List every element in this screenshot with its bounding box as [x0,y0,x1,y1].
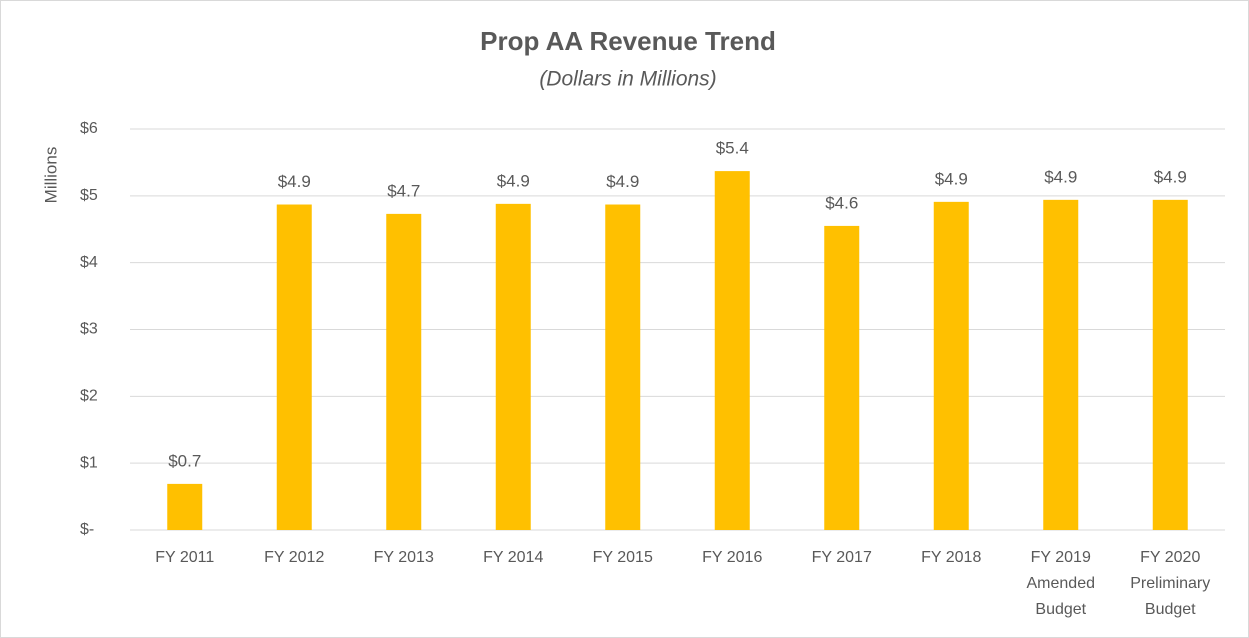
x-tick-label-line: FY 2019 [1031,549,1091,566]
x-tick-label-line: Budget [1035,601,1086,618]
bar [605,204,641,530]
chart-title: Prop AA Revenue Trend [480,26,776,56]
y-tick-label: $5 [80,187,98,204]
bar [495,203,531,530]
x-tick-label-line: FY 2011 [155,549,214,566]
bar [167,483,203,530]
data-label: $4.9 [1154,167,1187,186]
bar [386,213,422,530]
x-tick-label-line: Amended [1027,575,1096,592]
data-label: $4.9 [278,172,311,191]
bar [824,225,860,531]
x-tick-label: FY 2018 [921,549,981,566]
y-tick-label: $2 [80,388,98,405]
x-tick-label-line: Preliminary [1130,575,1210,592]
x-tick-label-line: FY 2020 [1140,549,1200,566]
data-label: $4.9 [935,169,968,188]
data-label: $4.9 [606,172,639,191]
x-tick-label: FY 2013 [374,549,434,566]
x-tick-label-line: FY 2012 [264,549,324,566]
data-label: $0.7 [168,451,201,470]
chart-subtitle: (Dollars in Millions) [539,68,716,91]
x-tick-label-line: FY 2013 [374,549,434,566]
x-tick-label-line: Budget [1145,601,1196,618]
x-tick-label: FY 2014 [483,549,543,566]
y-tick-label: $6 [80,120,98,137]
x-tick-label-line: FY 2017 [812,549,872,566]
x-tick-label-line: FY 2018 [921,549,981,566]
x-tick-label-line: FY 2016 [702,549,762,566]
x-tick-label: FY 2020 Preliminary Budget [1130,549,1210,618]
data-label: $4.7 [387,181,420,200]
x-tick-label: FY 2016 [702,549,762,566]
bar [714,171,750,531]
x-tick-label: FY 2017 [812,549,872,566]
bar [1152,199,1188,531]
y-tick-label: $1 [80,454,98,471]
x-tick-label: FY 2015 [593,549,653,566]
x-tick-label: FY 2019 Amended Budget [1027,549,1096,618]
data-label: $5.4 [716,139,749,158]
data-label: $4.9 [497,171,530,190]
y-tick-label: $4 [80,254,98,271]
x-tick-label: FY 2012 [264,549,324,566]
y-axis-label: Millions [41,147,60,204]
bar [1043,199,1079,531]
data-label: $4.6 [825,193,858,212]
x-tick-label: FY 2011 [155,549,214,566]
x-tick-label-line: FY 2014 [483,549,543,566]
bar [933,201,969,530]
y-tick-label: $3 [80,321,98,338]
data-label: $4.9 [1044,167,1077,186]
y-tick-label: $- [80,521,94,538]
bar [276,204,312,530]
x-tick-label-line: FY 2015 [593,549,653,566]
